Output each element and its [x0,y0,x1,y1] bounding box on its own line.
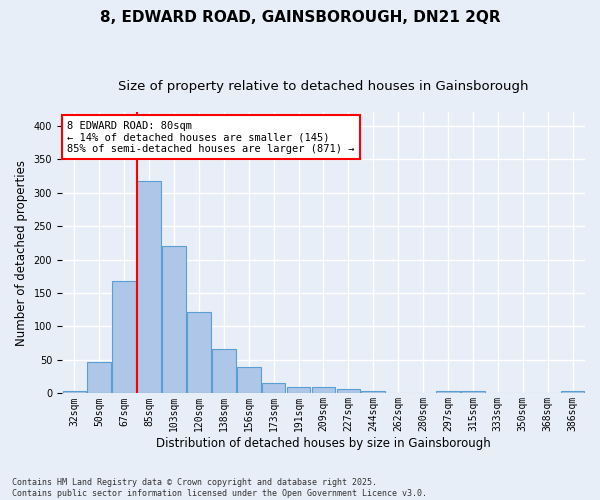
Y-axis label: Number of detached properties: Number of detached properties [15,160,28,346]
Bar [461,392,485,394]
Bar [287,386,310,394]
Text: Contains HM Land Registry data © Crown copyright and database right 2025.
Contai: Contains HM Land Registry data © Crown c… [12,478,427,498]
Bar [212,348,236,394]
Title: Size of property relative to detached houses in Gainsborough: Size of property relative to detached ho… [118,80,529,93]
Bar [162,246,186,394]
Bar [62,390,86,394]
Bar [361,390,385,394]
Text: 8, EDWARD ROAD, GAINSBOROUGH, DN21 2QR: 8, EDWARD ROAD, GAINSBOROUGH, DN21 2QR [100,10,500,25]
Bar [262,382,286,394]
Bar [436,392,460,394]
Bar [561,390,584,394]
Bar [187,312,211,394]
Bar [237,366,260,394]
Bar [88,362,111,394]
X-axis label: Distribution of detached houses by size in Gainsborough: Distribution of detached houses by size … [156,437,491,450]
Bar [337,390,360,394]
Text: 8 EDWARD ROAD: 80sqm
← 14% of detached houses are smaller (145)
85% of semi-deta: 8 EDWARD ROAD: 80sqm ← 14% of detached h… [67,120,355,154]
Bar [112,281,136,394]
Bar [311,388,335,394]
Bar [137,181,161,394]
